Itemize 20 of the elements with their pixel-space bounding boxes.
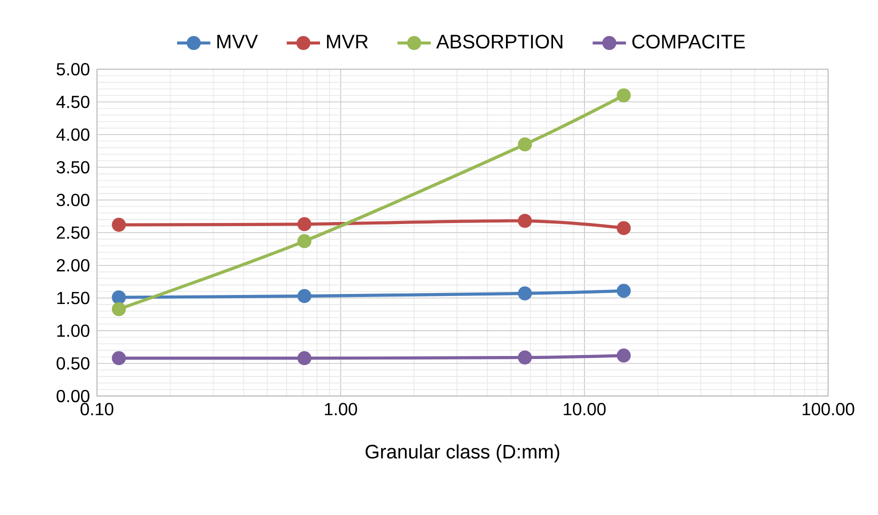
y-tick-label: 2.50 xyxy=(56,226,90,239)
y-tick-label: 1.50 xyxy=(57,292,90,304)
x-tick-label: 0.10 xyxy=(80,402,114,416)
y-tick-label: 1.00 xyxy=(57,324,90,337)
y-tick-label: 4.50 xyxy=(56,96,90,108)
y-tick-label: 5.00 xyxy=(56,62,90,76)
x-axis-title: Granular class (D:mm) xyxy=(366,444,560,462)
legend-label: MVV xyxy=(217,34,258,48)
y-tick-label: 2.00 xyxy=(56,259,90,272)
y-tick-label: 3.50 xyxy=(56,160,90,174)
y-tick-label: 0.00 xyxy=(56,390,90,402)
legend-label: MVR xyxy=(327,34,368,48)
legend-label: COMPACITE xyxy=(632,34,745,48)
legend-label: ABSORPTION xyxy=(436,34,562,48)
x-tick-label: 1.00 xyxy=(324,402,358,416)
y-tick-label: 0.50 xyxy=(56,357,90,370)
x-tick-label: 100.00 xyxy=(802,402,854,416)
y-tick-label: 4.00 xyxy=(56,128,90,141)
y-tick-label: 3.00 xyxy=(56,194,90,206)
x-tick-label: 10.00 xyxy=(564,402,606,416)
